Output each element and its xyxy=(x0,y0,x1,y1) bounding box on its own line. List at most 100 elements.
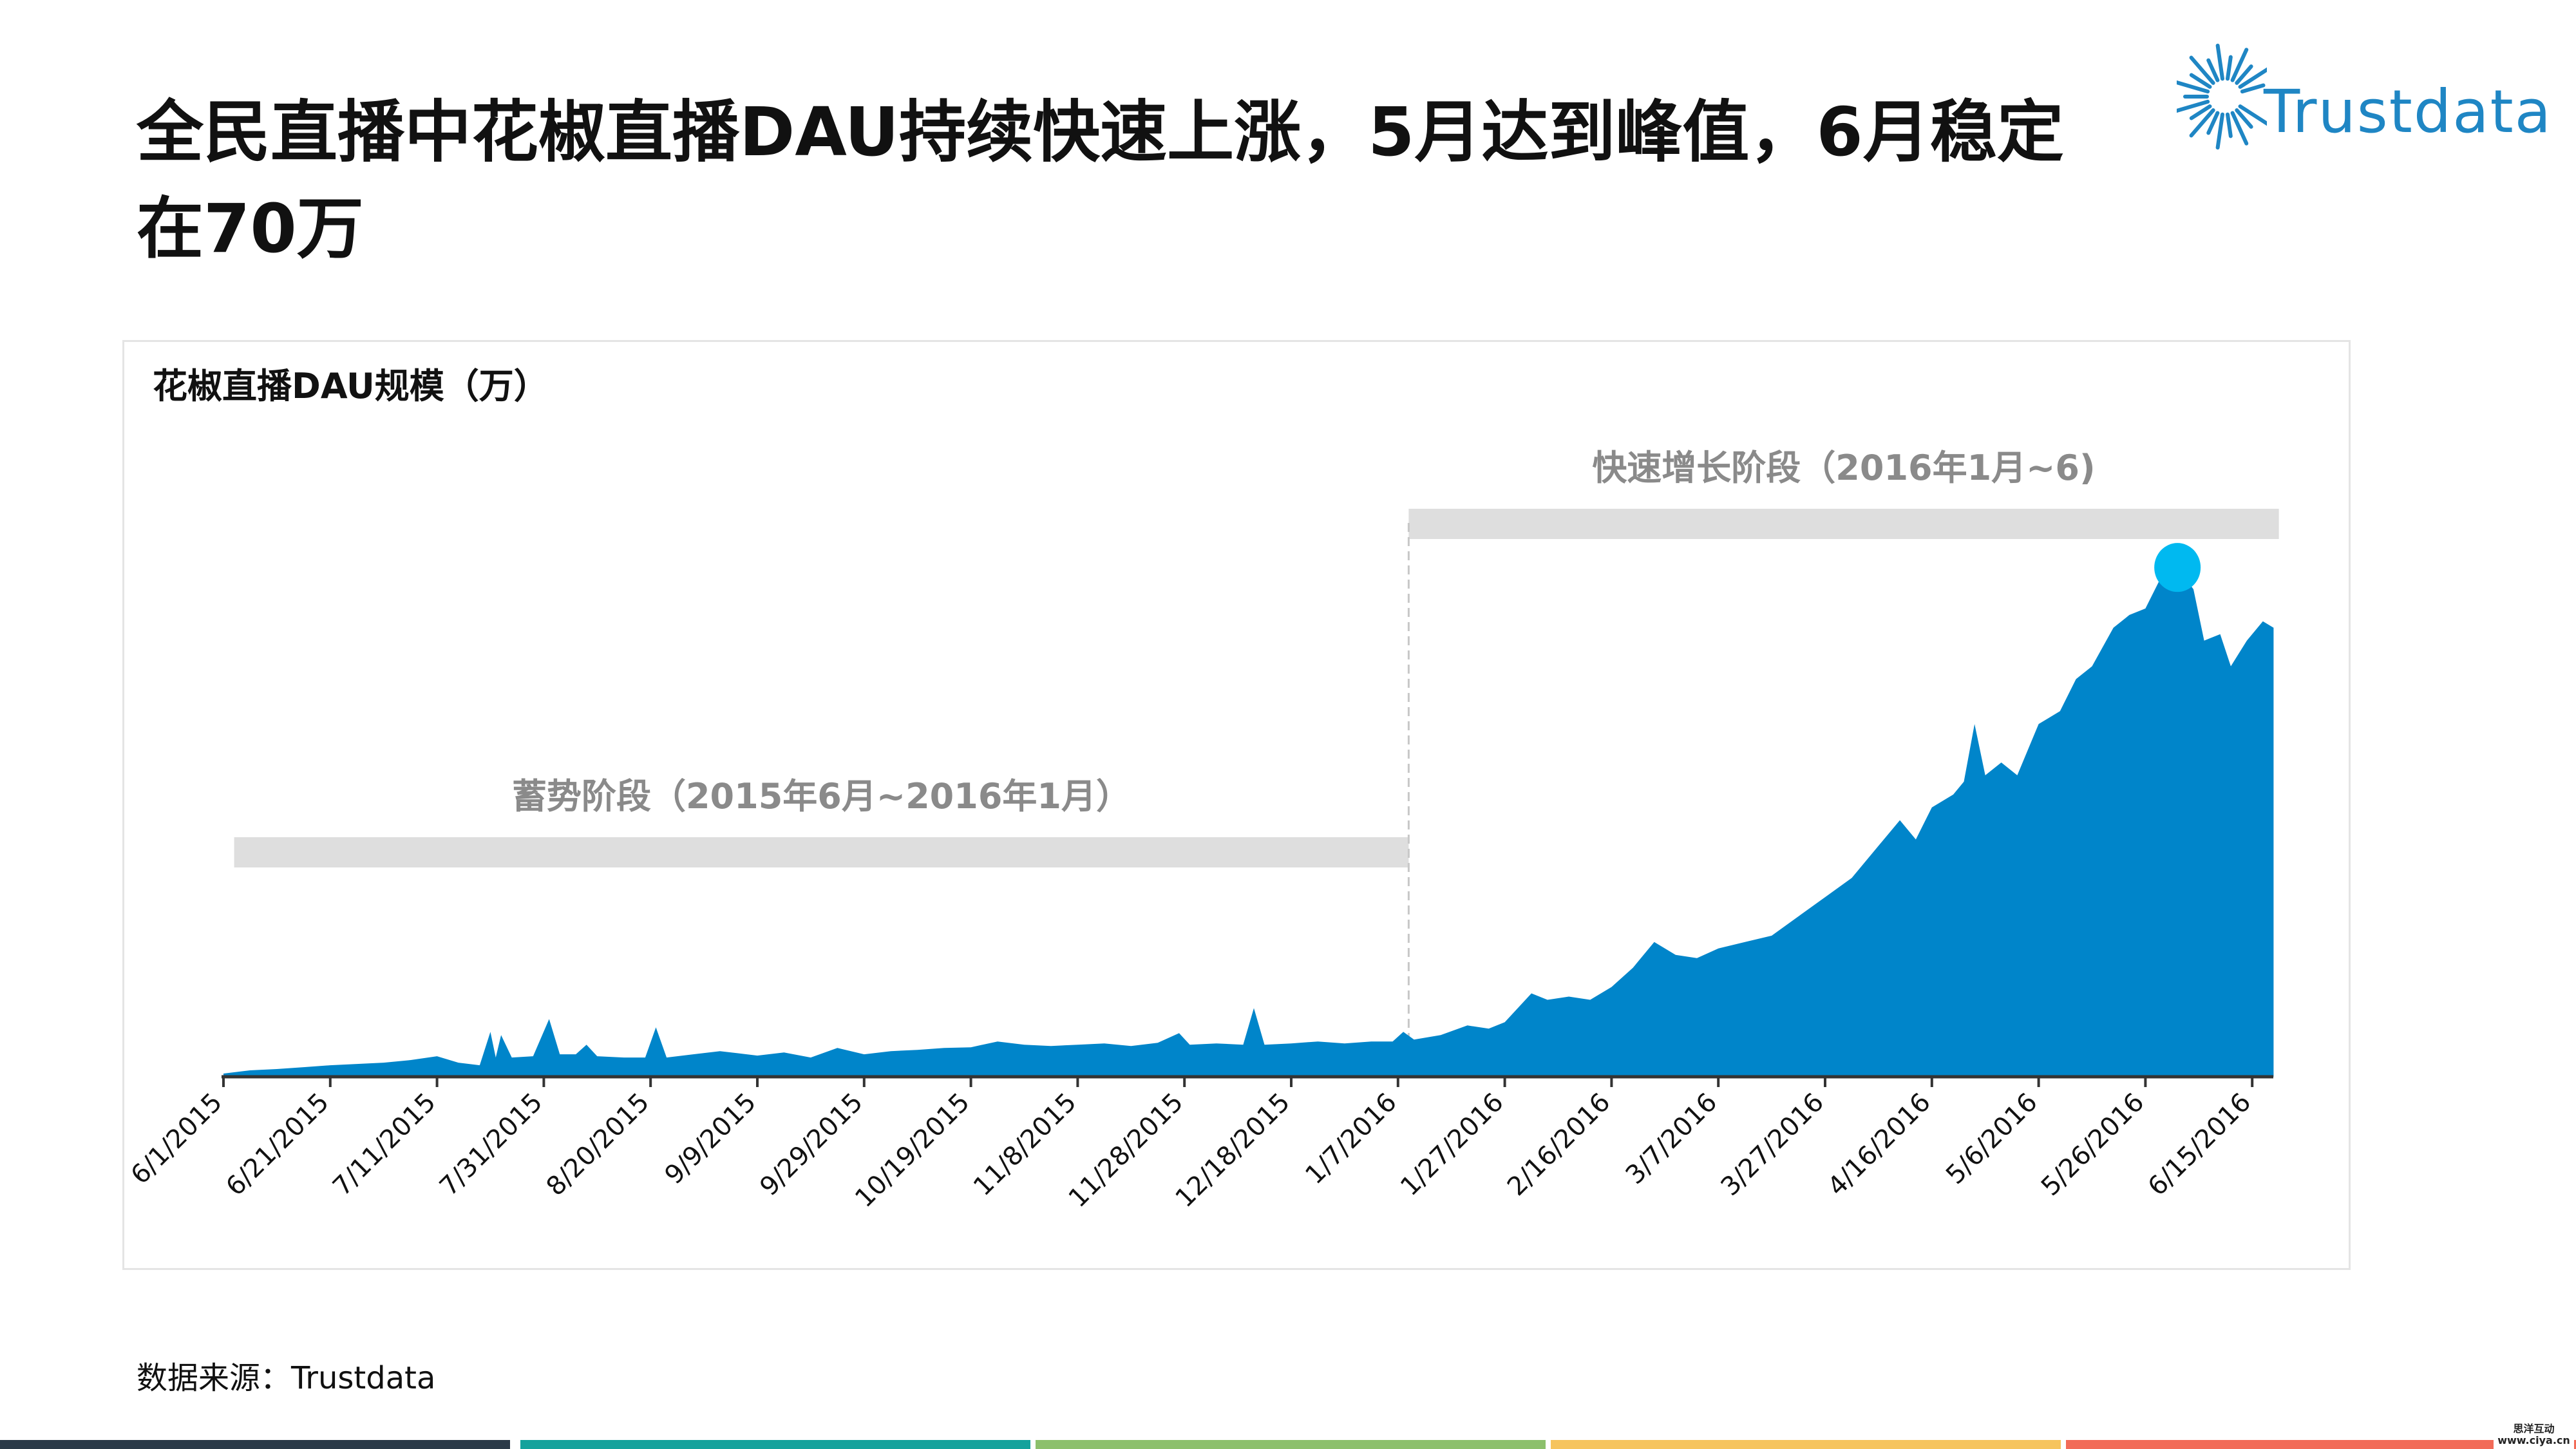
sunburst-ray xyxy=(2189,73,2212,89)
x-tick-label: 6/1/2015 xyxy=(126,1088,229,1191)
data-point xyxy=(2000,761,2003,764)
data-point xyxy=(329,1064,332,1066)
data-point xyxy=(1504,1021,1506,1023)
x-tick-label: 12/18/2015 xyxy=(1170,1088,1296,1214)
data-point xyxy=(1439,1034,1442,1036)
data-point xyxy=(2192,588,2195,591)
data-point xyxy=(1770,934,1773,937)
sunburst-ray xyxy=(2240,83,2266,94)
data-point xyxy=(1546,998,1549,1001)
sunburst-ray xyxy=(2215,43,2225,81)
x-tick-label: 3/27/2016 xyxy=(1716,1088,1830,1202)
data-point xyxy=(2203,639,2206,642)
data-point xyxy=(970,1046,972,1048)
page-title: 全民直播中花椒直播DAU持续快速上涨，5月达到峰值，6月稳定在70万 xyxy=(137,93,2064,268)
sunburst-ray xyxy=(2215,112,2225,150)
data-point xyxy=(1130,1045,1132,1047)
data-point xyxy=(2112,627,2115,629)
data-point xyxy=(500,1034,502,1036)
sunburst-ray xyxy=(2238,66,2271,89)
data-point xyxy=(585,1043,588,1046)
watermark-line1: 思洋互动 xyxy=(2513,1423,2555,1435)
data-point xyxy=(558,1053,561,1056)
x-tick-label: 7/11/2015 xyxy=(327,1088,442,1202)
data-point xyxy=(1899,819,1901,822)
data-point xyxy=(436,1055,439,1057)
bottom-bar-segment xyxy=(1036,1440,1546,1449)
data-point xyxy=(1824,896,1826,898)
data-point xyxy=(665,1056,668,1059)
data-point xyxy=(2075,677,2078,680)
data-point xyxy=(1157,1041,1159,1044)
data-point xyxy=(1717,947,1719,950)
data-point xyxy=(355,1063,358,1065)
data-point xyxy=(644,1056,647,1059)
x-tick-label: 4/16/2016 xyxy=(1822,1088,1937,1202)
data-point xyxy=(1973,723,1976,725)
data-point xyxy=(1984,774,1987,777)
peak-marker xyxy=(2154,543,2201,592)
data-point xyxy=(222,1072,225,1075)
data-point xyxy=(2059,710,2061,712)
sunburst-ray xyxy=(2189,55,2215,85)
phase-band xyxy=(1408,509,2279,539)
data-point xyxy=(1674,954,1677,956)
sunburst-ray xyxy=(2174,80,2210,94)
x-tick-label: 9/29/2015 xyxy=(754,1088,869,1202)
data-point xyxy=(2016,774,2018,777)
watermark-line2: www.ciya.cn xyxy=(2497,1434,2570,1446)
data-point xyxy=(495,1056,497,1059)
data-point xyxy=(1931,806,1933,809)
sunburst-ray xyxy=(2174,99,2210,113)
sunburst-icon xyxy=(2174,43,2271,150)
sunburst-ray xyxy=(2189,108,2215,138)
data-point xyxy=(1589,998,1591,1001)
data-point xyxy=(1610,986,1613,989)
data-point xyxy=(2128,614,2131,616)
data-point xyxy=(1242,1043,1244,1046)
data-point xyxy=(2038,723,2040,725)
data-source: 数据来源：Trustdata xyxy=(137,1360,436,1396)
x-tick-label: 1/27/2016 xyxy=(1395,1088,1510,1202)
data-point xyxy=(596,1055,598,1057)
data-point xyxy=(2091,665,2094,668)
sunburst-ray xyxy=(2235,64,2253,85)
x-tick-label: 11/28/2015 xyxy=(1063,1088,1189,1214)
data-point xyxy=(2246,639,2248,642)
data-point xyxy=(1744,941,1747,943)
x-tick-label: 6/21/2015 xyxy=(220,1088,335,1202)
x-tick-label: 3/7/2016 xyxy=(1620,1088,1723,1191)
data-point xyxy=(2144,607,2146,610)
chart-title: 花椒直播DAU规模（万） xyxy=(153,366,549,406)
data-point xyxy=(623,1056,625,1059)
data-point xyxy=(1188,1043,1191,1046)
data-point xyxy=(1343,1042,1346,1045)
data-point xyxy=(1076,1043,1079,1046)
data-point xyxy=(1023,1043,1026,1046)
data-point xyxy=(1696,957,1698,960)
phase-band xyxy=(234,837,1409,867)
data-point xyxy=(1850,876,1853,879)
data-point xyxy=(548,1018,551,1020)
phase-label: 蓄势阶段（2015年6月~2016年1月） xyxy=(512,776,1131,817)
data-point xyxy=(1530,992,1533,995)
data-point xyxy=(1316,1040,1319,1043)
sunburst-ray xyxy=(2206,111,2220,135)
data-point xyxy=(810,1056,812,1059)
data-point xyxy=(1413,1038,1416,1041)
x-tick-label: 9/9/2015 xyxy=(659,1088,762,1191)
sunburst-ray xyxy=(2206,58,2220,82)
data-point xyxy=(1797,915,1800,918)
data-point xyxy=(1253,1007,1255,1009)
data-point xyxy=(1567,996,1570,998)
data-point xyxy=(1050,1045,1052,1047)
x-tick-label: 8/20/2015 xyxy=(541,1088,656,1202)
trustdata-logo: Trustdata xyxy=(2174,39,2551,155)
data-point xyxy=(409,1059,412,1061)
bottom-bar-segment xyxy=(1551,1440,2061,1449)
data-point xyxy=(457,1061,460,1064)
bottom-color-bar xyxy=(0,1440,2576,1449)
data-point xyxy=(1392,1040,1394,1043)
data-point xyxy=(1915,838,1917,840)
data-point xyxy=(276,1068,278,1070)
